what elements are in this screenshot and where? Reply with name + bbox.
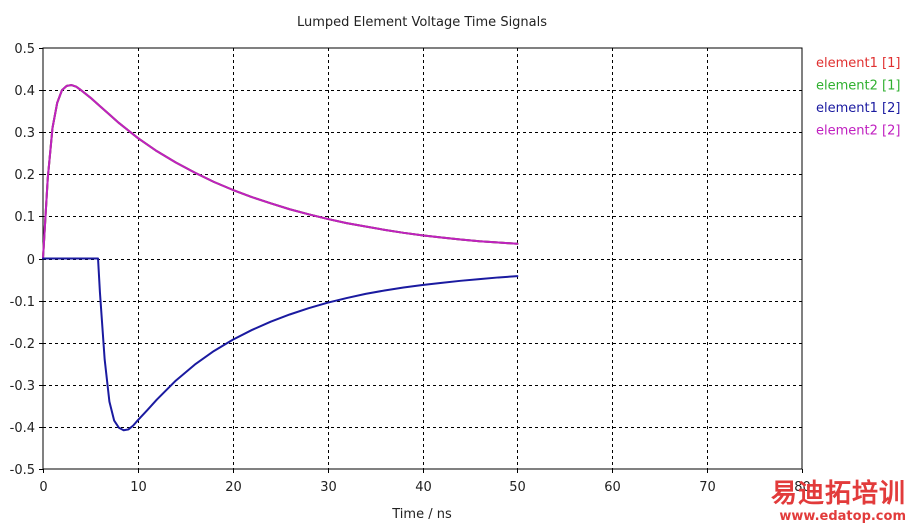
series-line-element1-2 bbox=[42, 257, 519, 432]
x-tick-label: 30 bbox=[320, 480, 337, 495]
x-axis-tick-labels: 0 10 20 30 40 50 60 70 80 bbox=[39, 480, 810, 495]
y-tick-label: -0.3 bbox=[10, 379, 35, 394]
x-tick-label: 50 bbox=[509, 480, 526, 495]
series-lines bbox=[42, 84, 519, 432]
x-tick-label: 60 bbox=[604, 480, 621, 495]
x-tick-label: 0 bbox=[39, 480, 47, 495]
x-tick-label: 40 bbox=[415, 480, 432, 495]
series-line-element2-1 bbox=[42, 84, 519, 260]
series-line-element1-1 bbox=[42, 84, 519, 260]
y-tick-label: 0.5 bbox=[14, 42, 35, 57]
y-tick-label: 0.2 bbox=[14, 168, 35, 183]
chart-title: Lumped Element Voltage Time Signals bbox=[297, 15, 547, 30]
y-tick-label: 0 bbox=[27, 253, 35, 268]
y-tick-label: -0.1 bbox=[10, 295, 35, 310]
watermark-brand-text: 易迪拓培训 bbox=[771, 479, 906, 509]
x-tick-label: 70 bbox=[699, 480, 716, 495]
y-tick-label: -0.4 bbox=[10, 421, 35, 436]
axis-ticks bbox=[39, 48, 803, 473]
grid bbox=[43, 48, 802, 469]
legend-item: element1 [1] bbox=[816, 56, 900, 71]
x-tick-label: 80 bbox=[794, 480, 811, 495]
x-tick-label: 20 bbox=[225, 480, 242, 495]
y-tick-label: 0.4 bbox=[14, 84, 35, 99]
y-tick-label: -0.5 bbox=[10, 463, 35, 478]
legend-item: element2 [1] bbox=[816, 79, 900, 94]
y-axis-tick-labels: 0.5 0.4 0.3 0.2 0.1 0 -0.1 -0.2 -0.3 -0.4 -0.5 bbox=[10, 42, 35, 478]
y-tick-label: -0.2 bbox=[10, 337, 35, 352]
x-axis-label: Time / ns bbox=[391, 507, 452, 522]
y-tick-label: 0.1 bbox=[14, 210, 35, 225]
y-tick-label: 0.3 bbox=[14, 126, 35, 141]
x-tick-label: 10 bbox=[130, 480, 147, 495]
series-line-element2-2 bbox=[42, 84, 519, 260]
legend: element1 [1] element2 [1] element1 [2] elem… bbox=[816, 56, 900, 139]
watermark-logo: 易迪拓培训 www.edatop.com bbox=[771, 479, 906, 524]
watermark-url-text: www.edatop.com bbox=[779, 509, 906, 524]
plot-frame bbox=[42, 47, 803, 470]
legend-item: element2 [2] bbox=[816, 124, 900, 139]
legend-item: element1 [2] bbox=[816, 101, 900, 116]
